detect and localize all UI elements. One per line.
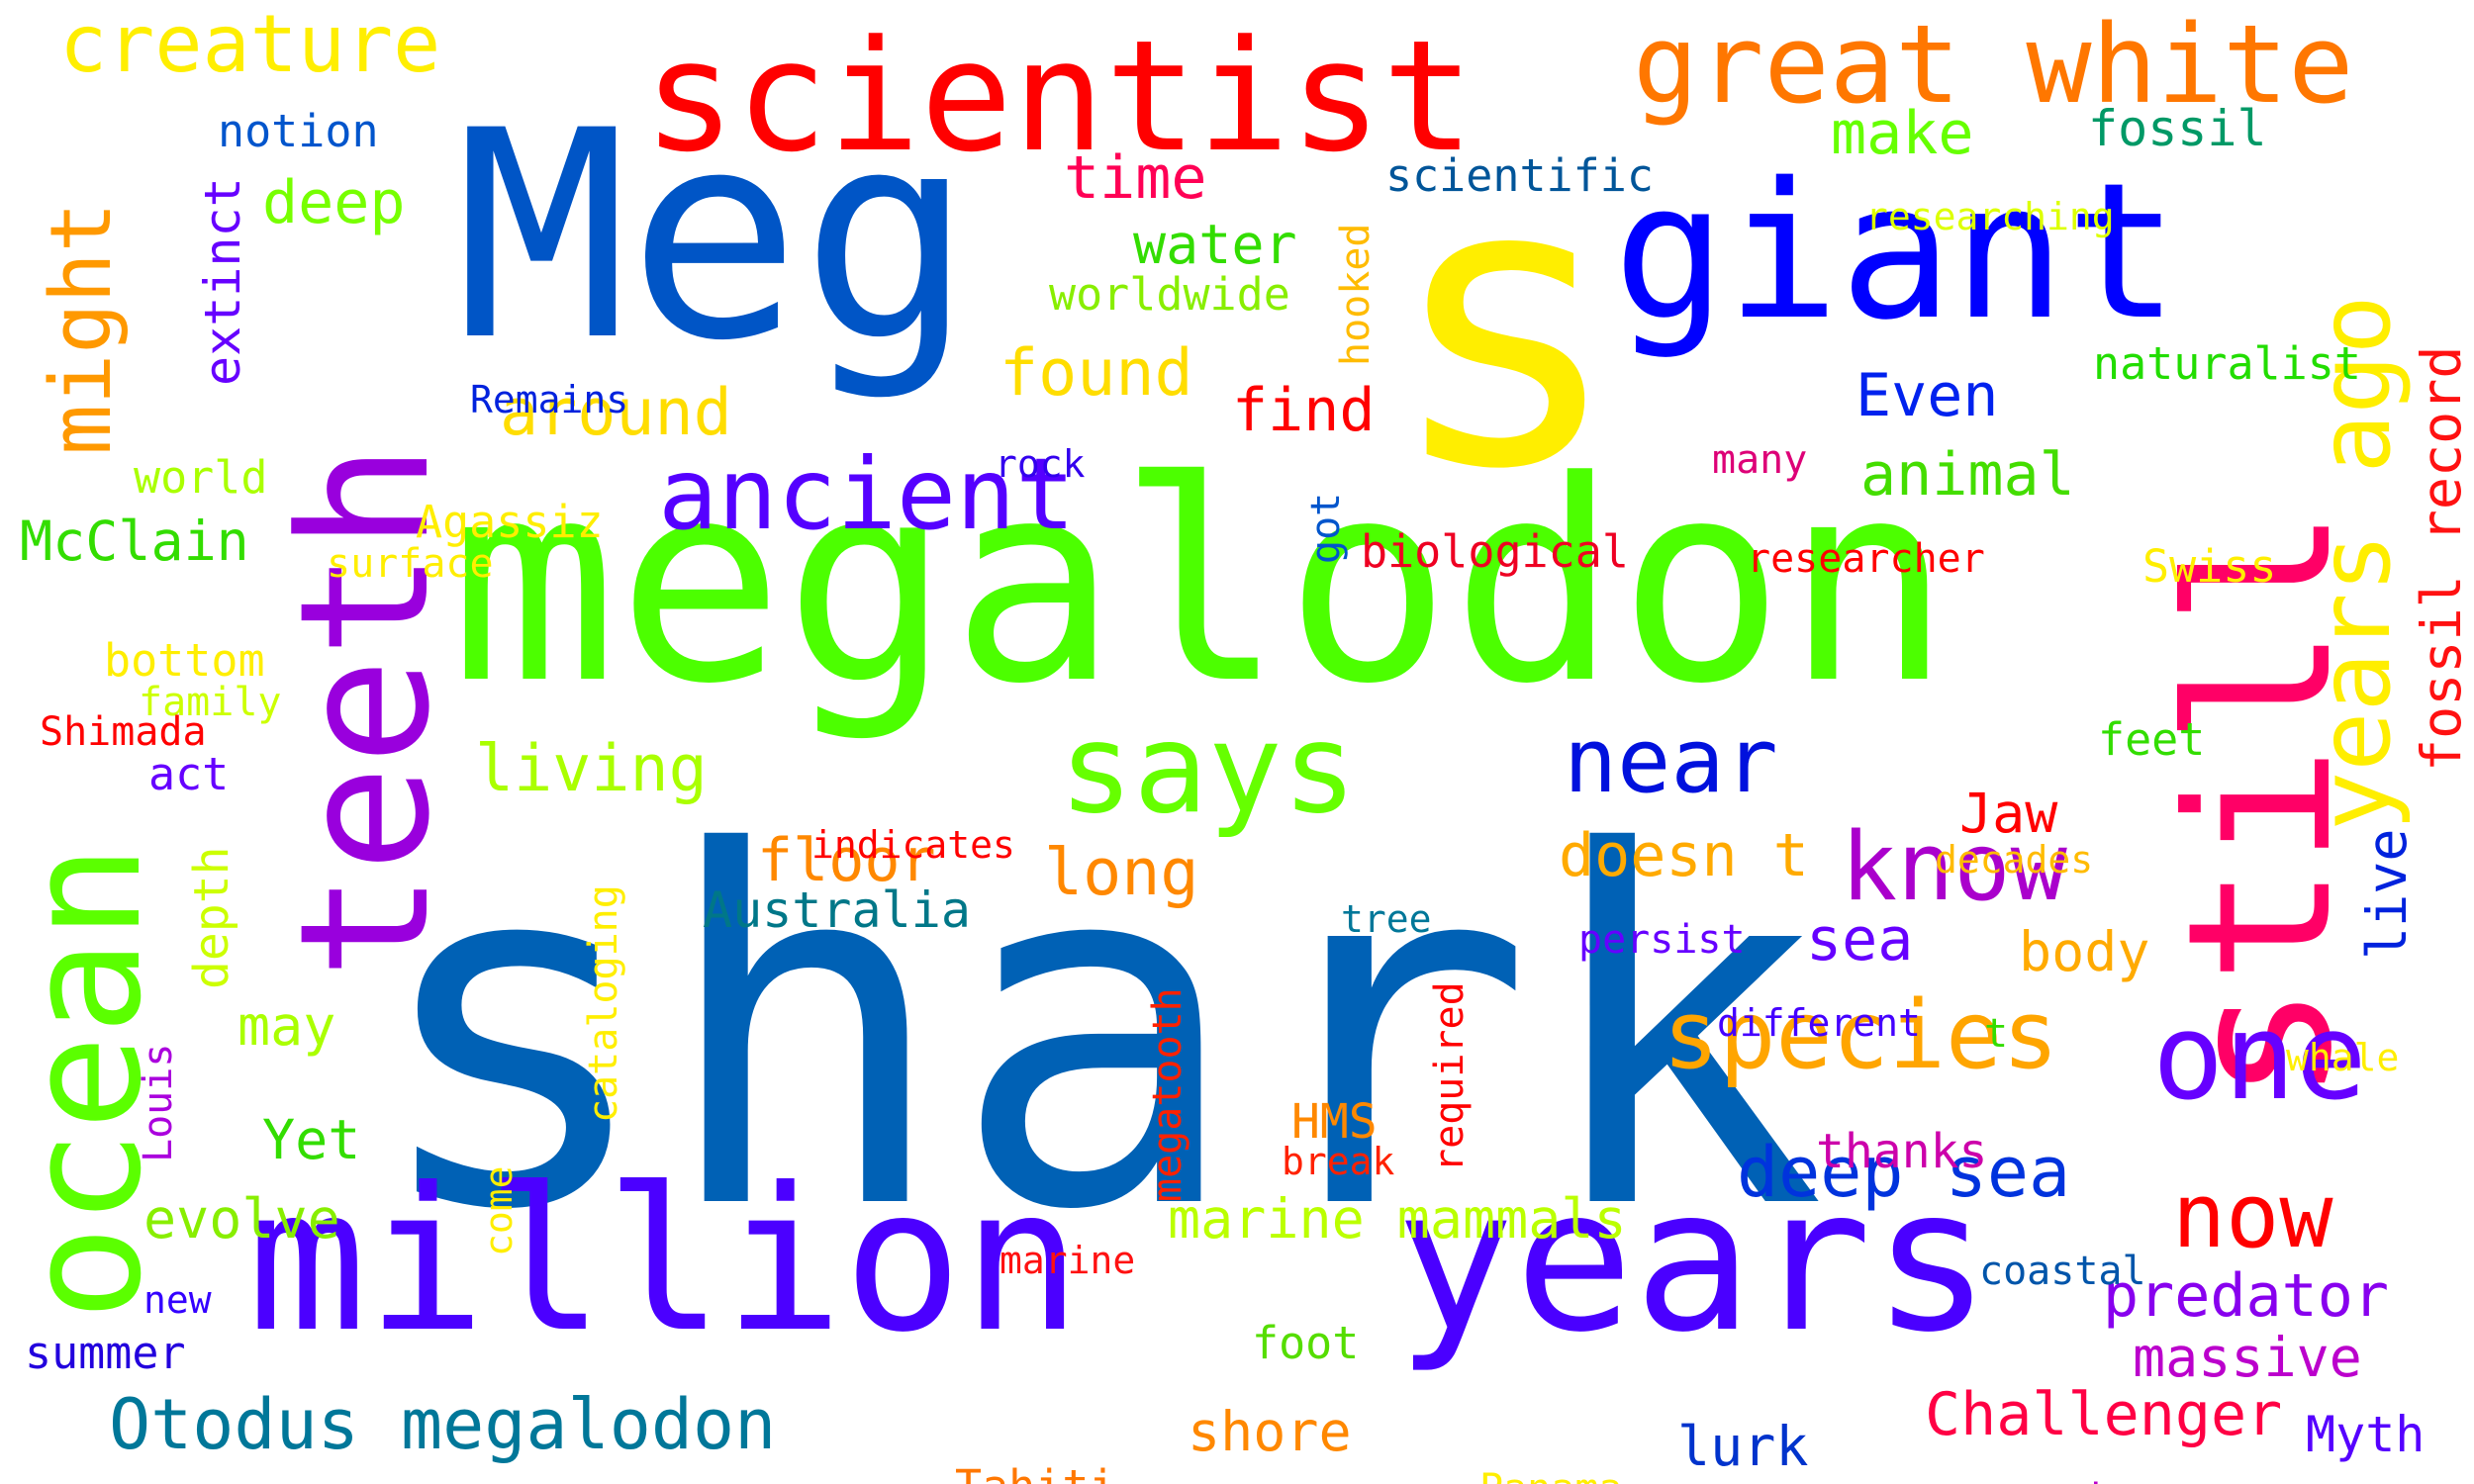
word-28: animal [1860, 440, 2075, 510]
word-45: body [2019, 920, 2150, 983]
word-61: rock [995, 442, 1086, 486]
word-23: deep sea [1737, 1132, 2071, 1213]
word-17: might [33, 202, 131, 455]
word-32: doesn t [1559, 821, 1809, 890]
word-79: t [1984, 1011, 2009, 1057]
word-19: know [1841, 813, 2067, 922]
word-22: Otodus megalodon [109, 1384, 777, 1465]
word-49: lurk [1677, 1415, 1809, 1478]
word-36: McClain [20, 510, 249, 573]
word-76: tree [1341, 897, 1432, 941]
word-100: come [477, 1165, 521, 1256]
word-41: worldwide [1049, 268, 1290, 321]
word-40: water [1133, 213, 1297, 276]
word-20: near [1564, 709, 1778, 813]
word-10: scientist [643, 7, 1475, 186]
word-21: now [2172, 1164, 2333, 1268]
word-42: naturalist [2093, 337, 2361, 390]
word-68: surface [327, 541, 494, 587]
word-38: time [1064, 143, 1207, 213]
word-87: new [143, 1278, 212, 1322]
word-43: find [1232, 376, 1376, 445]
word-35: extinct [194, 177, 251, 386]
word-94: live [2355, 828, 2419, 960]
word-63: many [1712, 437, 1808, 483]
word-69: bottom [104, 634, 265, 687]
word-3: Meg [455, 70, 974, 404]
word-2: s [1385, 96, 1624, 556]
word-62: world [134, 451, 268, 504]
word-81: thanks [1816, 1124, 1988, 1179]
word-67: Swiss [2142, 540, 2277, 593]
word-48: shore [1188, 1400, 1352, 1463]
word-77: persist [1578, 917, 1746, 963]
word-88: summer [25, 1327, 186, 1379]
word-72: act [148, 748, 230, 800]
word-27: around [500, 376, 732, 450]
word-44: sea [1806, 905, 1914, 974]
word-31: long [1044, 836, 1199, 910]
word-24: predator [2103, 1261, 2389, 1331]
word-89: Tahiti [955, 1464, 1116, 1484]
word-90: Panama [1479, 1469, 1623, 1484]
word-6: years [1395, 1146, 1992, 1376]
word-84: marine [999, 1239, 1136, 1282]
word-14: one [2152, 989, 2367, 1127]
word-71: Shimada [40, 709, 207, 755]
word-55: Australia [703, 881, 971, 939]
word-93: got [1303, 492, 1349, 564]
word-70: family [139, 680, 282, 725]
word-56: Jaw [1959, 782, 2058, 845]
word-51: marine mammals [1168, 1187, 1627, 1251]
word-29: Even [1856, 361, 1999, 430]
word-86: foot [1252, 1317, 1360, 1369]
word-11: great white [1633, 1, 2354, 128]
word-64: Agassiz [416, 496, 604, 548]
word-92: hooked [1333, 223, 1379, 367]
word-80: whale [2286, 1036, 2400, 1079]
word-95: depth [184, 846, 239, 990]
word-18: creature [59, 0, 441, 90]
word-47: Challenger [1925, 1380, 2283, 1449]
word-78: different [1717, 1001, 1921, 1045]
word-54: may [238, 994, 336, 1058]
word-39: fossil [2088, 100, 2267, 157]
word-74: indicates [811, 823, 1015, 867]
word-73: feet [2098, 713, 2206, 766]
word-96: cataloging [581, 884, 626, 1123]
word-66: researcher [1747, 536, 1985, 582]
word-0: shark [366, 751, 1827, 1316]
word-13: says [1059, 697, 1358, 841]
word-53: Yet [262, 1108, 361, 1171]
word-30: living [475, 732, 708, 806]
word-91: oversize [1964, 1479, 2155, 1484]
word-46: massive [2133, 1326, 2362, 1389]
word-65: biological [1361, 525, 1629, 578]
word-15: species [1663, 981, 2059, 1090]
word-5: million [247, 1146, 1082, 1376]
word-50: Myth [2306, 1406, 2426, 1463]
word-26: found [999, 336, 1193, 411]
word-59: researching [1865, 195, 2115, 238]
word-60: Remains [470, 378, 629, 421]
word-57: notion [218, 105, 379, 157]
word-33: floor [757, 826, 936, 895]
word-34: deep [262, 168, 406, 237]
word-97: Louis [136, 1043, 181, 1162]
word-16: ancient [658, 436, 1076, 552]
word-83: break [1282, 1140, 1395, 1183]
word-7: giant [1613, 142, 2179, 361]
word-82: HMS [1291, 1094, 1378, 1150]
word-52: evolve [143, 1187, 340, 1251]
word-1: megalodon [450, 422, 1952, 745]
word-37: make [1831, 99, 1974, 168]
word-58: scientific [1385, 149, 1654, 202]
word-75: decades [1935, 838, 2094, 881]
word-99: required [1427, 981, 1473, 1172]
word-98: megatooth [1145, 987, 1190, 1202]
word-85: coastal [1979, 1249, 2146, 1294]
word-25: fossil record [2410, 345, 2473, 772]
